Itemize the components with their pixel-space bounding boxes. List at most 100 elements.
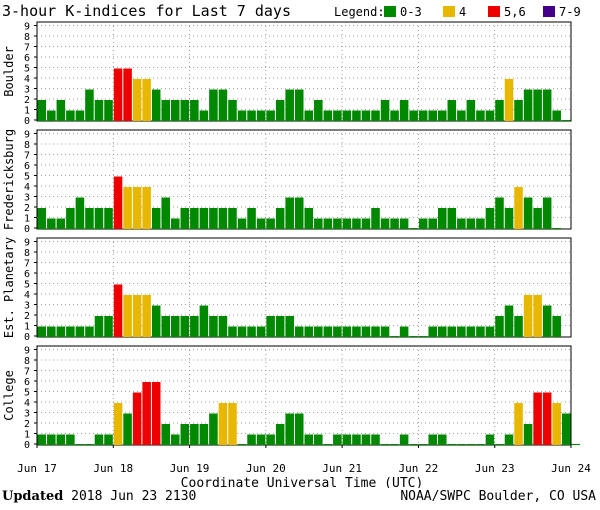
- y-tick-label: 9: [24, 130, 30, 141]
- bar: [438, 110, 447, 121]
- bar: [94, 434, 104, 445]
- y-tick-label: 6: [24, 377, 30, 388]
- bar: [256, 434, 266, 445]
- bar: [504, 305, 514, 337]
- bar: [552, 316, 561, 337]
- footer-updated: Updated 2018 Jun 23 2130: [2, 489, 196, 504]
- bar: [151, 89, 161, 121]
- panel-label: Fredericksburg: [2, 129, 16, 230]
- bar: [304, 208, 314, 229]
- bar: [37, 326, 47, 337]
- bar: [418, 443, 428, 445]
- bar: [123, 413, 132, 445]
- bar: [409, 110, 418, 121]
- y-tick-label: 7: [24, 151, 30, 162]
- bar: [294, 326, 304, 337]
- bar: [228, 100, 237, 121]
- bar: [247, 326, 256, 337]
- x-tick-label: Jun 21: [322, 462, 362, 475]
- bar: [85, 89, 94, 121]
- bar: [209, 89, 218, 121]
- bar: [285, 316, 294, 337]
- x-tick-label: Jun 24: [551, 462, 591, 475]
- x-tick-label: Jun 19: [170, 462, 210, 475]
- bar: [285, 197, 294, 229]
- bar: [495, 316, 504, 337]
- bar: [485, 434, 495, 445]
- bar: [428, 110, 437, 121]
- bar: [180, 424, 190, 445]
- y-tick-label: 2: [24, 95, 30, 106]
- bar: [371, 434, 380, 445]
- bar: [66, 434, 75, 445]
- bar: [151, 305, 161, 337]
- y-tick-label: 1: [24, 430, 30, 441]
- bar: [171, 218, 180, 229]
- bar: [371, 326, 380, 337]
- bar: [94, 316, 104, 337]
- y-tick-label: 3: [24, 85, 30, 96]
- y-tick-label: 7: [24, 367, 30, 378]
- bar: [180, 208, 190, 229]
- bar: [275, 316, 285, 337]
- bar: [75, 110, 85, 121]
- bar: [142, 187, 151, 229]
- bar: [190, 424, 199, 445]
- bar: [199, 424, 209, 445]
- bar: [56, 218, 66, 229]
- bar: [209, 208, 218, 229]
- y-tick-label: 1: [24, 322, 30, 333]
- bar: [514, 100, 523, 121]
- bar: [514, 403, 523, 445]
- x-tick-label: Jun 20: [246, 462, 286, 475]
- bar: [380, 443, 390, 445]
- legend: Legend: 0-3 4 5,6 7-9: [334, 5, 581, 19]
- y-tick-label: 2: [24, 419, 30, 430]
- bar: [333, 110, 342, 121]
- y-tick-label: 3: [24, 193, 30, 204]
- x-tick-label: Jun 17: [17, 462, 57, 475]
- bar: [323, 110, 333, 121]
- bar: [256, 326, 266, 337]
- bar: [47, 434, 56, 445]
- bar: [66, 208, 75, 229]
- bar: [352, 434, 361, 445]
- bar: [390, 335, 399, 337]
- bar: [333, 326, 342, 337]
- bar: [428, 218, 437, 229]
- bar: [371, 208, 380, 229]
- bar: [247, 110, 256, 121]
- bar: [190, 316, 199, 337]
- y-tick-label: 8: [24, 32, 30, 43]
- y-tick-label: 0: [24, 332, 30, 343]
- bar: [218, 89, 228, 121]
- bar: [476, 326, 485, 337]
- bar: [113, 176, 123, 229]
- bar: [418, 335, 428, 337]
- legend-item-label-3: 5,6: [504, 5, 526, 19]
- bar: [151, 382, 161, 445]
- bar: [390, 443, 399, 445]
- bar: [275, 208, 285, 229]
- bar: [409, 335, 418, 337]
- bar: [266, 434, 275, 445]
- bar: [495, 100, 504, 121]
- bar: [342, 110, 352, 121]
- legend-label: Legend:: [334, 5, 385, 19]
- bar: [380, 326, 390, 337]
- bar: [447, 443, 457, 445]
- y-tick-label: 6: [24, 53, 30, 64]
- y-tick-label: 5: [24, 388, 30, 399]
- bar: [390, 218, 399, 229]
- bar: [552, 227, 561, 229]
- y-tick-label: 5: [24, 64, 30, 75]
- bar: [56, 326, 66, 337]
- bar: [56, 434, 66, 445]
- legend-swatch-3: [488, 6, 500, 17]
- y-tick-label: 9: [24, 22, 30, 33]
- bar: [218, 208, 228, 229]
- bar: [123, 295, 132, 337]
- bar: [285, 413, 294, 445]
- bar: [104, 434, 113, 445]
